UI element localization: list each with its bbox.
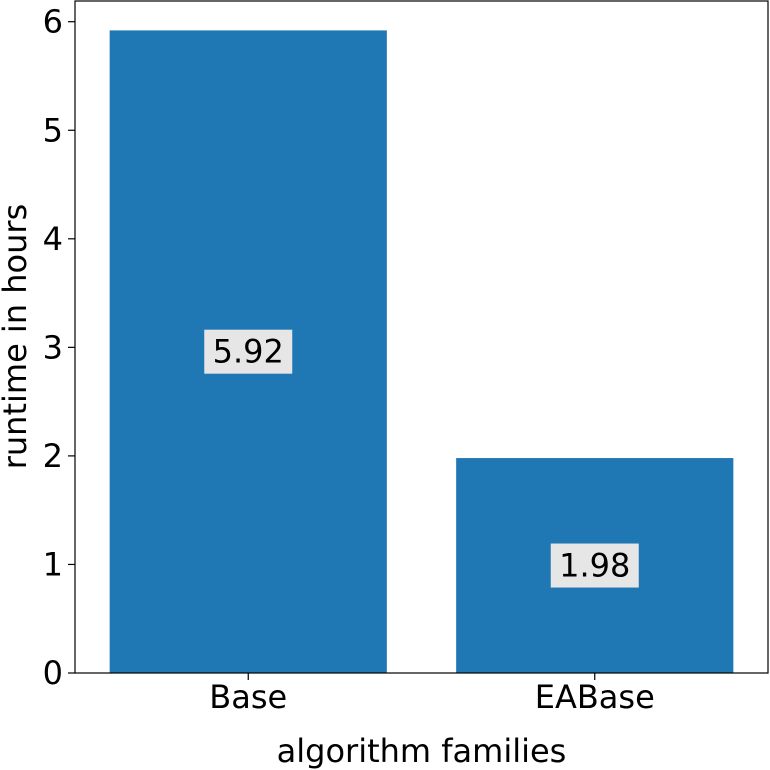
data-label-box-eabase — [550, 543, 639, 588]
y-tick-label: 5 — [43, 111, 63, 149]
data-label-base: 5.92 — [213, 333, 284, 371]
y-tick-label: 2 — [43, 437, 63, 475]
y-tick-label: 6 — [43, 3, 63, 41]
y-axis-label: runtime in hours — [0, 204, 34, 470]
data-label-box-base — [204, 329, 293, 374]
data-label-eabase: 1.98 — [559, 547, 630, 585]
x-axis-ticks: Base EABase — [209, 673, 655, 716]
plot-frame — [74, 0, 769, 674]
y-tick-label: 3 — [43, 328, 63, 366]
y-axis-ticks: 0 1 2 3 4 5 6 — [43, 3, 75, 692]
data-labels-group: 5.92 1.98 — [204, 329, 639, 588]
x-tick-label: Base — [209, 678, 287, 716]
x-tick-label: EABase — [535, 678, 655, 716]
y-tick-label: 0 — [43, 654, 63, 692]
y-tick-label: 4 — [43, 220, 63, 258]
y-tick-label: 1 — [43, 545, 63, 583]
bars-group — [109, 30, 734, 673]
x-axis-label: algorithm families — [277, 732, 567, 770]
